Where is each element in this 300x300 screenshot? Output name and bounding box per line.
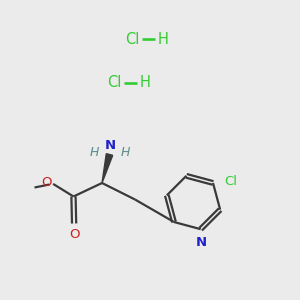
Text: O: O — [41, 176, 51, 189]
Text: Cl: Cl — [224, 175, 237, 188]
Polygon shape — [102, 154, 113, 183]
Text: H: H — [121, 146, 130, 160]
Text: N: N — [196, 236, 207, 249]
Text: O: O — [69, 228, 80, 241]
Text: H: H — [140, 75, 151, 90]
Text: N: N — [105, 139, 116, 152]
Text: Cl: Cl — [125, 32, 140, 46]
Text: H: H — [158, 32, 169, 46]
Text: Cl: Cl — [107, 75, 122, 90]
Text: H: H — [90, 146, 99, 160]
